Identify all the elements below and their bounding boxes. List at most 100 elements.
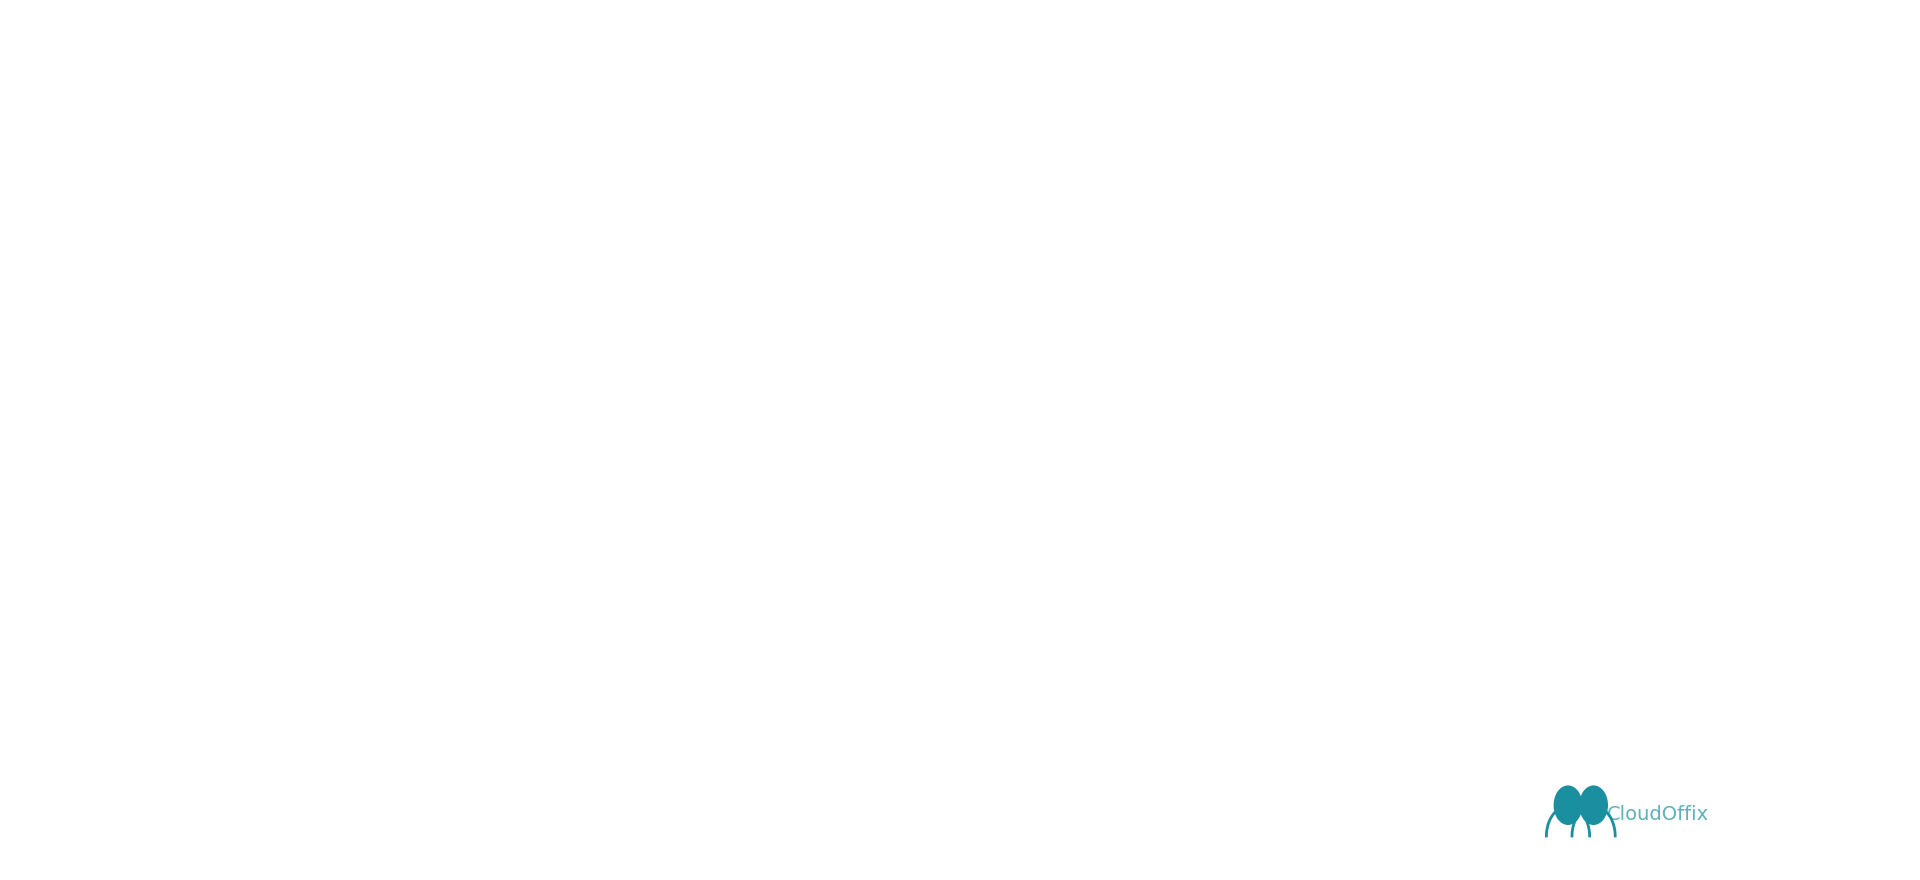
Text: the: the: [467, 449, 501, 466]
Text: →: →: [38, 449, 65, 466]
Text: processes.: processes.: [910, 477, 1006, 495]
Text: Many: Many: [1346, 576, 1400, 594]
Text: excessive: excessive: [1475, 708, 1578, 726]
Text: →: →: [38, 576, 60, 594]
Text: lost: lost: [1538, 576, 1582, 594]
Circle shape: [1619, 89, 1636, 114]
Text: provides: provides: [772, 737, 854, 754]
Text: systems.: systems.: [84, 605, 175, 622]
Text: Experience: Experience: [979, 708, 1098, 726]
Text: THE STRATEGIC SHIFT: THE STRATEGIC SHIFT: [789, 351, 1131, 379]
Text: businesses: businesses: [778, 449, 883, 466]
Text: →: →: [678, 449, 705, 466]
Text: systems: systems: [828, 576, 910, 594]
Text: time: time: [1578, 708, 1630, 726]
Text: multiple: multiple: [1697, 576, 1786, 594]
Text: siloed: siloed: [1586, 477, 1651, 495]
Text: are: are: [1503, 576, 1538, 594]
Text: tools.: tools.: [459, 737, 515, 754]
Text: for: for: [1375, 605, 1409, 622]
Text: Digital: Digital: [65, 449, 138, 466]
Text: unintegrated: unintegrated: [321, 737, 459, 754]
Text: Total: Total: [924, 708, 979, 726]
Text: transformation: transformation: [184, 576, 324, 594]
Text: Today,: Today,: [60, 576, 123, 594]
Text: evolution,: evolution,: [1580, 449, 1676, 466]
Text: the: the: [86, 737, 127, 754]
Text: tools: tools: [1319, 605, 1375, 622]
Text: employees: employees: [1400, 576, 1503, 594]
Text: no: no: [317, 449, 344, 466]
Text: beyond: beyond: [444, 576, 524, 594]
Text: Centralized: Centralized: [705, 576, 828, 594]
Text: still: still: [1423, 477, 1461, 495]
Text: tasks.: tasks.: [1505, 605, 1567, 622]
Text: data: data: [837, 605, 883, 622]
Text: every: every: [330, 477, 392, 495]
Text: foster: foster: [945, 765, 1004, 782]
Text: →: →: [1319, 449, 1340, 466]
Text: workload: workload: [1674, 708, 1768, 726]
Text: →: →: [1319, 708, 1340, 726]
Text: still: still: [1361, 708, 1400, 726]
Text: unified,: unified,: [958, 449, 1043, 466]
Text: Low-Code: Low-Code: [820, 708, 924, 726]
Text: Platform: Platform: [678, 737, 766, 754]
Circle shape: [1563, 89, 1582, 114]
Text: office: office: [854, 477, 910, 495]
Circle shape: [336, 131, 359, 161]
Text: and: and: [797, 605, 837, 622]
Text: it: it: [215, 477, 240, 495]
Text: front: front: [806, 477, 854, 495]
Text: IT;: IT;: [188, 477, 215, 495]
Text: solely: solely: [407, 449, 467, 466]
Text: responsibility: responsibility: [38, 477, 165, 495]
Text: →: →: [1319, 576, 1346, 594]
Text: systems.: systems.: [1651, 477, 1741, 495]
Text: integrated: integrated: [966, 737, 1071, 754]
Text: extends: extends: [324, 576, 407, 594]
Text: navigating: navigating: [1582, 576, 1697, 594]
Text: employee.: employee.: [392, 477, 497, 495]
Text: Fragmentation: Fragmentation: [60, 708, 196, 726]
Text: resulted: resulted: [411, 708, 490, 726]
Text: of: of: [1496, 449, 1519, 466]
Text: efforts.: efforts.: [1440, 737, 1505, 754]
Text: digital: digital: [123, 576, 184, 594]
Text: involves: involves: [240, 477, 330, 495]
Circle shape: [922, 131, 943, 161]
Text: have: have: [361, 708, 411, 726]
Text: integrated: integrated: [1043, 449, 1156, 466]
Circle shape: [977, 131, 998, 161]
Text: streamline: streamline: [703, 765, 804, 782]
Text: from: from: [38, 737, 86, 754]
Text: of: of: [165, 477, 188, 495]
Text: is: is: [296, 449, 317, 466]
Text: and: and: [906, 765, 945, 782]
Text: natively: natively: [877, 737, 966, 754]
Text: CloudOffix: CloudOffix: [1607, 804, 1709, 824]
Text: diverse: diverse: [196, 737, 276, 754]
Text: →: →: [678, 708, 699, 726]
Text: digitalization: digitalization: [1319, 737, 1440, 754]
Text: →: →: [38, 708, 60, 726]
Text: many: many: [1676, 449, 1732, 466]
Text: →: →: [678, 576, 705, 594]
Text: CloudOffix’s: CloudOffix’s: [699, 708, 820, 726]
Text: businesses: businesses: [1319, 477, 1423, 495]
Text: transformation: transformation: [138, 449, 290, 466]
Text: ERP: ERP: [38, 605, 84, 622]
Text: spends: spends: [1400, 708, 1475, 726]
Text: of: of: [169, 737, 196, 754]
Text: different: different: [1409, 605, 1505, 622]
Text: grapple: grapple: [1461, 477, 1536, 495]
Text: far: far: [407, 576, 444, 594]
Text: on: on: [1774, 708, 1801, 726]
Text: IT: IT: [1340, 708, 1361, 726]
Text: require: require: [883, 449, 958, 466]
Text: efficiency,: efficiency,: [998, 576, 1096, 594]
Text: decades: decades: [1415, 449, 1496, 466]
Text: Modern: Modern: [705, 449, 778, 466]
Text: with: with: [1536, 477, 1586, 495]
Circle shape: [282, 131, 303, 161]
